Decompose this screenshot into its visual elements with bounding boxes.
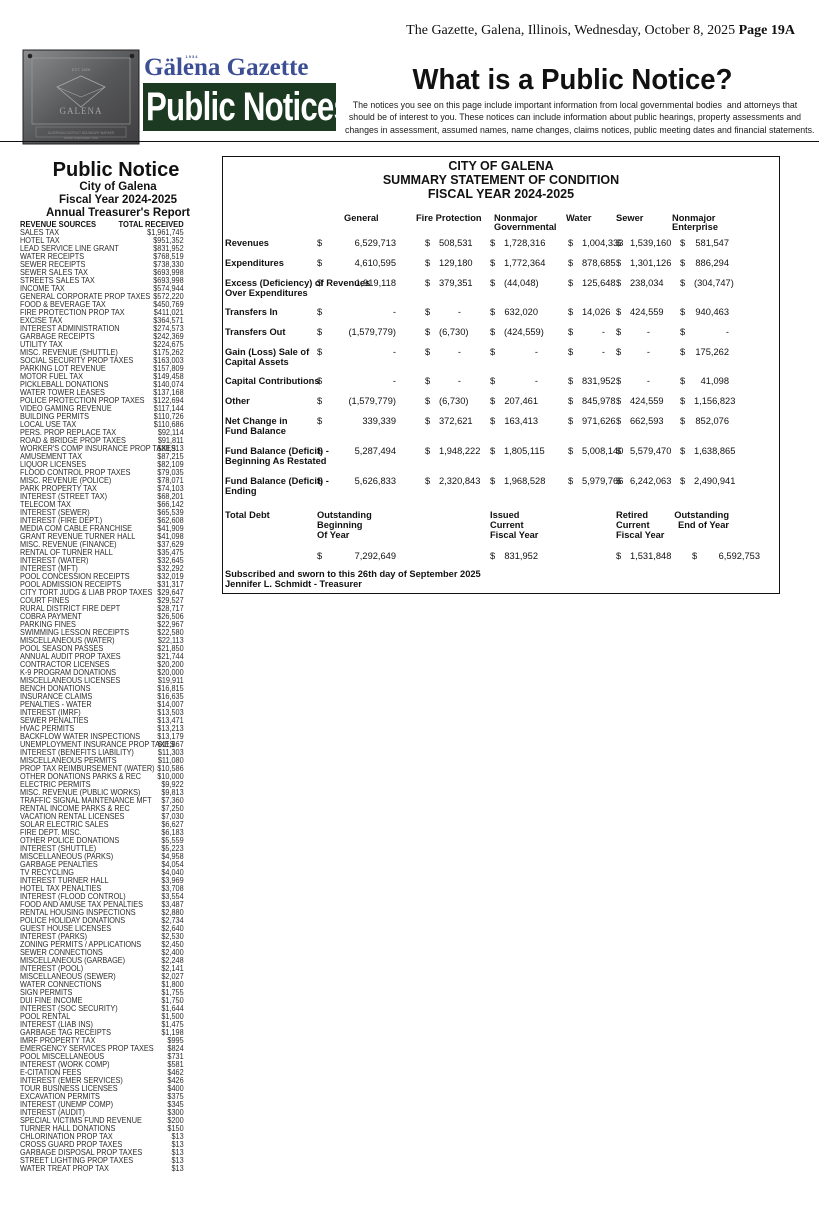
svg-text:EST. 1826: EST. 1826	[72, 67, 91, 72]
svg-text:ALDERMAN DISTRICT BOUNDARY MAR: ALDERMAN DISTRICT BOUNDARY MARKER	[48, 131, 115, 135]
svg-text:WARD ONE/WARD TWO: WARD ONE/WARD TWO	[64, 136, 99, 140]
svg-text:GALENA: GALENA	[60, 106, 103, 116]
